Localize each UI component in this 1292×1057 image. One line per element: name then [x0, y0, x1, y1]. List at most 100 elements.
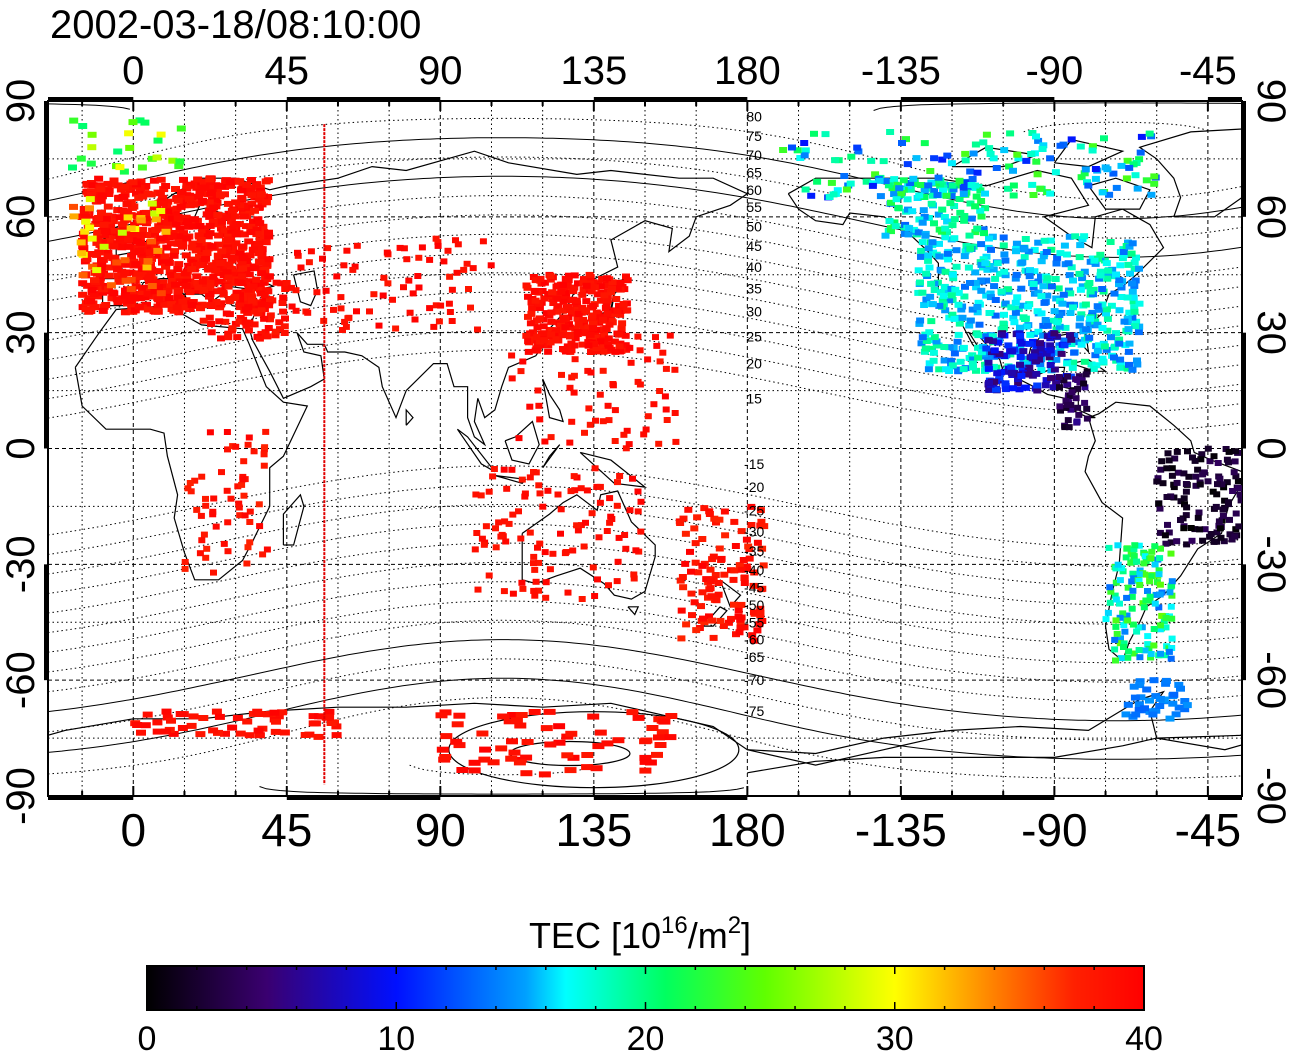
tec-sample — [98, 307, 108, 314]
tec-sample — [925, 329, 934, 336]
tec-sample — [199, 317, 208, 324]
tec-sample — [523, 284, 532, 291]
tec-sample — [1091, 175, 1100, 182]
tec-sample — [991, 275, 1000, 282]
tec-sample — [1165, 457, 1173, 464]
tec-sample — [590, 765, 603, 772]
tec-sample — [531, 347, 540, 354]
tec-sample — [185, 305, 195, 312]
tec-sample — [1064, 373, 1072, 380]
tec-sample — [96, 186, 106, 193]
tec-sample — [946, 200, 955, 207]
tec-sample — [1106, 584, 1114, 591]
tec-sample — [197, 512, 205, 519]
tec-sample — [253, 727, 264, 734]
tec-sample — [108, 218, 118, 225]
tec-sample — [87, 144, 97, 151]
tec-sample — [539, 503, 547, 510]
tec-sample — [950, 315, 959, 322]
tec-sample — [379, 292, 387, 299]
tec-sample — [977, 287, 986, 294]
tec-sample — [279, 308, 288, 315]
tec-sample — [250, 207, 259, 214]
tec-sample — [531, 566, 539, 573]
tec-sample — [666, 332, 674, 339]
tec-sample — [134, 248, 144, 255]
frame-band — [900, 796, 1055, 800]
tec-sample — [558, 371, 565, 378]
tec-sample — [1059, 291, 1068, 298]
tec-sample — [1111, 592, 1119, 599]
tec-sample — [588, 510, 596, 517]
tec-sample — [1034, 289, 1043, 296]
tec-sample — [209, 204, 218, 211]
tec-sample — [1182, 488, 1190, 495]
tec-sample — [209, 508, 217, 515]
tec-sample — [245, 434, 253, 441]
tec-sample — [240, 492, 248, 499]
tec-sample — [195, 242, 205, 249]
tec-sample — [1072, 376, 1080, 383]
tec-sample — [98, 289, 108, 296]
tec-sample — [528, 305, 537, 312]
tec-sample — [996, 270, 1004, 277]
tec-sample — [1037, 367, 1046, 374]
tec-sample — [202, 211, 212, 218]
tec-sample — [119, 194, 129, 201]
tec-sample — [1013, 294, 1022, 301]
tec-sample — [1034, 137, 1043, 144]
tec-sample — [91, 221, 101, 227]
tec-sample — [753, 627, 762, 634]
tec-sample — [707, 593, 716, 600]
tec-sample — [1029, 192, 1038, 198]
tec-sample — [1198, 451, 1206, 458]
tec-sample — [1129, 294, 1138, 301]
tec-sample — [698, 562, 707, 569]
tec-sample — [581, 752, 594, 758]
tec-sample — [714, 580, 723, 586]
tec-sample — [682, 621, 691, 628]
tec-sample — [742, 536, 751, 543]
tec-sample — [1095, 275, 1104, 282]
tec-sample — [1168, 465, 1176, 472]
tec-sample — [592, 345, 601, 352]
tec-sample — [846, 180, 855, 187]
tec-sample — [1141, 571, 1149, 578]
tec-sample — [240, 458, 248, 465]
tec-sample — [1046, 347, 1055, 354]
tec-sample — [96, 266, 106, 273]
tec-sample — [608, 279, 617, 286]
tec-sample — [1138, 624, 1146, 631]
tec-sample — [947, 357, 956, 364]
tec-sample — [1130, 553, 1138, 560]
tec-sample — [92, 270, 102, 277]
tec-sample — [1040, 237, 1049, 244]
tec-sample — [1032, 158, 1041, 165]
right-lat-label: -90 — [1249, 767, 1292, 825]
top-lon-label: 90 — [418, 49, 463, 93]
tec-sample — [969, 364, 977, 371]
tec-sample — [519, 585, 527, 592]
tec-sample — [686, 548, 694, 555]
tec-sample — [216, 191, 225, 198]
tec-sample — [435, 318, 443, 325]
tec-sample — [521, 490, 529, 497]
tec-sample — [489, 473, 497, 480]
tec-sample — [991, 312, 1000, 319]
tec-sample — [571, 356, 579, 363]
tec-sample — [1166, 589, 1174, 596]
tec-sample — [592, 743, 605, 750]
tec-sample — [1158, 612, 1166, 619]
tec-sample — [100, 228, 110, 235]
tec-sample — [735, 629, 744, 636]
tec-sample — [260, 462, 268, 469]
tec-sample — [252, 276, 261, 283]
tec-sample — [544, 741, 557, 748]
tec-sample — [173, 215, 183, 222]
tec-sample — [1046, 190, 1055, 197]
tec-sample — [568, 310, 576, 317]
tec-sample — [708, 617, 717, 624]
tec-sample — [1094, 342, 1103, 349]
coastline — [579, 451, 648, 488]
tec-sample — [619, 301, 628, 307]
